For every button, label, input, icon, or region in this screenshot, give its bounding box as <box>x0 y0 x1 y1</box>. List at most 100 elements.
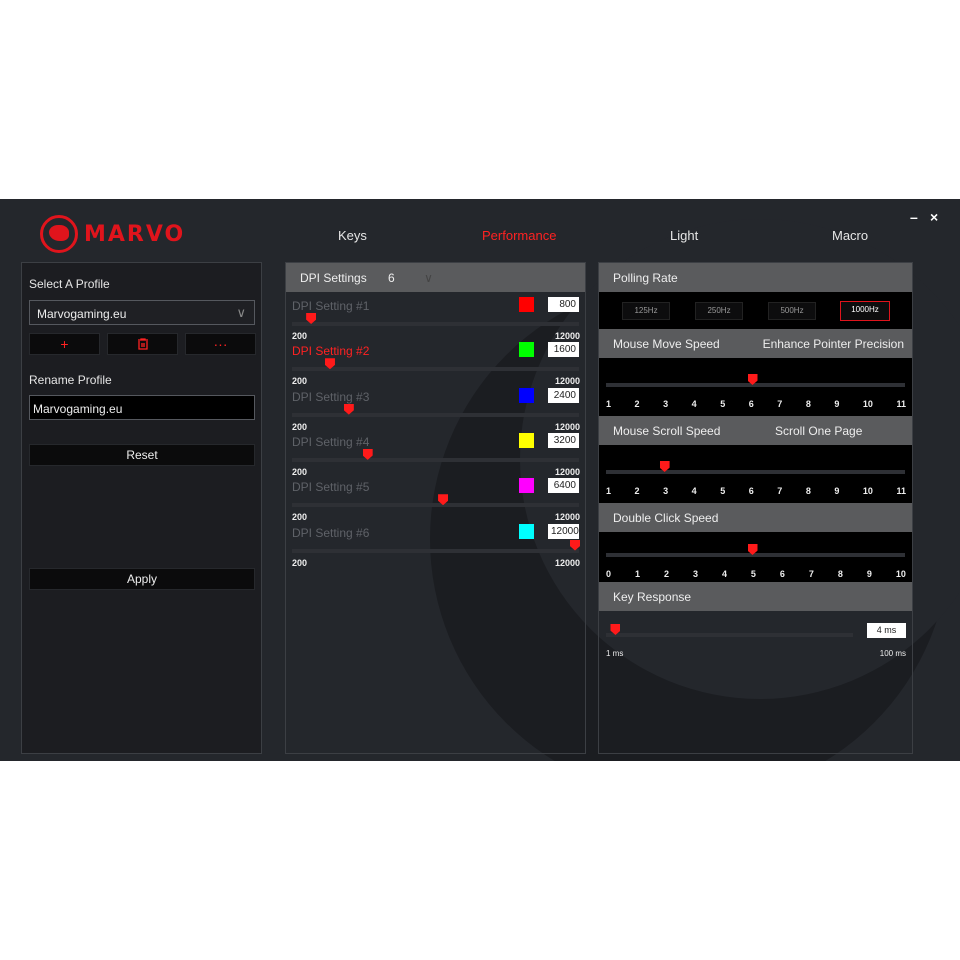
key-response-track[interactable] <box>606 633 853 637</box>
dpi-slider-thumb[interactable] <box>324 358 335 370</box>
dpi-slider-track[interactable] <box>292 412 579 417</box>
key-response-value[interactable]: 4 ms <box>867 623 906 638</box>
dpi-color-swatch[interactable] <box>519 297 534 312</box>
tick-label: 11 <box>896 486 906 496</box>
polling-125hz-button[interactable]: 125Hz <box>622 302 670 320</box>
dpi-setting-row[interactable]: DPI Setting #2 1600 200 12000 <box>292 339 580 387</box>
tick-label: 4 <box>691 486 697 496</box>
dpi-slider-thumb[interactable] <box>570 539 580 551</box>
dpi-slider-thumb[interactable] <box>306 313 317 324</box>
mouse-move-speed-label: Mouse Move Speed <box>613 337 720 351</box>
scroll-track[interactable] <box>606 470 905 474</box>
profile-panel: Select A Profile Marvogaming.eu ∨ + ··· R… <box>21 262 262 754</box>
dpi-min-label: 200 <box>292 421 308 432</box>
dclick-track[interactable] <box>606 553 905 557</box>
dpi-min-label: 200 <box>292 376 308 387</box>
add-profile-button[interactable]: + <box>29 333 100 355</box>
key-response-thumb[interactable] <box>610 624 621 635</box>
dpi-slider-thumb[interactable] <box>362 448 373 460</box>
dpi-min-label: 200 <box>292 512 308 523</box>
profile-select[interactable]: Marvogaming.eu ∨ <box>29 300 255 325</box>
dpi-min-label: 200 <box>292 331 308 341</box>
tab-keys[interactable]: Keys <box>338 228 367 243</box>
dpi-max-label: 12000 <box>554 512 580 523</box>
dpi-value-input[interactable]: 800 <box>548 297 579 312</box>
dpi-value-input[interactable]: 12000 <box>548 523 579 539</box>
move-track[interactable] <box>606 383 905 387</box>
dpi-setting-label[interactable]: DPI Setting #5 <box>292 480 370 495</box>
marvo-logo: MARVO <box>40 215 185 253</box>
dpi-color-swatch[interactable] <box>519 523 534 539</box>
marvo-logo-icon <box>40 215 78 253</box>
polling-rate-options: 125Hz 250Hz 500Hz 1000Hz <box>599 292 912 329</box>
mouse-scroll-speed-label: Mouse Scroll Speed <box>613 424 721 438</box>
dpi-setting-row[interactable]: DPI Setting #6 12000 200 12000 <box>292 521 580 568</box>
marvo-app-window: MARVO Keys Performance Light Macro – × S… <box>0 199 960 761</box>
tick-label: 9 <box>866 569 872 579</box>
minimize-button[interactable]: – <box>910 209 918 225</box>
dclick-thumb[interactable] <box>747 544 758 555</box>
dpi-max-label: 12000 <box>554 331 580 341</box>
dpi-color-swatch[interactable] <box>519 387 534 403</box>
dpi-max-label: 12000 <box>554 557 580 568</box>
dpi-color-swatch[interactable] <box>519 432 534 448</box>
close-button[interactable]: × <box>930 209 939 225</box>
tick-label: 4 <box>691 399 697 409</box>
dpi-color-swatch[interactable] <box>519 342 534 358</box>
dpi-slider-track[interactable] <box>292 457 579 462</box>
mouse-move-speed-slider[interactable]: 1 2 3 4 5 6 7 8 9 10 11 <box>599 358 912 416</box>
tick-label: 1 <box>606 486 612 496</box>
dpi-setting-label[interactable]: DPI Setting #4 <box>292 434 370 449</box>
scroll-one-page-toggle[interactable]: Scroll One Page <box>775 424 863 438</box>
tick-label: 0 <box>606 569 612 579</box>
scroll-thumb[interactable] <box>659 461 670 472</box>
tick-label: 9 <box>834 399 840 409</box>
dpi-slider-track[interactable] <box>292 322 579 326</box>
dpi-slider-thumb[interactable] <box>438 494 449 506</box>
polling-1000hz-button[interactable]: 1000Hz <box>840 301 890 321</box>
polling-250hz-button[interactable]: 250Hz <box>695 302 743 320</box>
dpi-slider-track[interactable] <box>292 503 579 508</box>
dpi-setting-row[interactable]: DPI Setting #3 2400 200 12000 <box>292 385 580 432</box>
dpi-setting-label[interactable]: DPI Setting #1 <box>292 299 370 313</box>
dpi-setting-label[interactable]: DPI Setting #6 <box>292 525 370 540</box>
dpi-max-label: 12000 <box>554 376 580 387</box>
dpi-slider-track[interactable] <box>292 548 579 553</box>
chevron-down-icon[interactable]: ∨ <box>424 271 433 285</box>
apply-button[interactable]: Apply <box>29 568 255 590</box>
tab-light[interactable]: Light <box>670 228 699 243</box>
key-response-slider[interactable]: 4 ms 1 ms 100 ms <box>599 611 912 661</box>
dpi-value-input[interactable]: 3200 <box>548 432 579 448</box>
dpi-slider-track[interactable] <box>292 367 579 372</box>
delete-profile-button[interactable] <box>107 333 178 355</box>
tab-macro[interactable]: Macro <box>832 228 869 243</box>
polling-500hz-button[interactable]: 500Hz <box>768 302 816 320</box>
tick-label: 4 <box>721 569 727 579</box>
dpi-setting-row[interactable]: DPI Setting #4 3200 200 12000 <box>292 430 580 477</box>
dpi-value-input[interactable]: 6400 <box>548 478 579 494</box>
mouse-scroll-speed-slider[interactable]: 1 2 3 4 5 6 7 8 9 10 11 <box>599 445 912 503</box>
dpi-value-input[interactable]: 2400 <box>548 387 579 403</box>
tick-label: 8 <box>837 569 843 579</box>
dpi-settings-header[interactable]: DPI Settings 6 ∨ <box>286 263 585 292</box>
dpi-slider-thumb[interactable] <box>343 403 354 415</box>
dpi-setting-row[interactable]: DPI Setting #1 800 200 12000 <box>292 294 580 341</box>
move-thumb[interactable] <box>747 374 758 385</box>
reset-button[interactable]: Reset <box>29 444 255 466</box>
tick-label: 2 <box>663 569 669 579</box>
polling-rate-header: Polling Rate <box>599 263 912 292</box>
dpi-setting-label[interactable]: DPI Setting #2 <box>292 344 370 359</box>
double-click-speed-slider[interactable]: 0 1 2 3 4 5 6 7 8 9 10 <box>599 532 912 582</box>
tick-label: 7 <box>777 486 783 496</box>
more-options-button[interactable]: ··· <box>185 333 256 355</box>
rename-profile-input[interactable]: Marvogaming.eu <box>29 395 255 420</box>
dpi-count[interactable]: 6 <box>388 271 395 285</box>
tab-performance[interactable]: Performance <box>482 228 557 243</box>
tick-label: 3 <box>692 569 698 579</box>
dpi-value-input[interactable]: 1600 <box>548 342 579 358</box>
dpi-setting-row[interactable]: DPI Setting #5 6400 200 12000 <box>292 475 580 523</box>
enhance-pointer-precision-toggle[interactable]: Enhance Pointer Precision <box>762 337 904 351</box>
dpi-setting-label[interactable]: DPI Setting #3 <box>292 389 370 404</box>
dpi-color-swatch[interactable] <box>519 478 534 494</box>
dpi-max-label: 12000 <box>554 421 580 432</box>
